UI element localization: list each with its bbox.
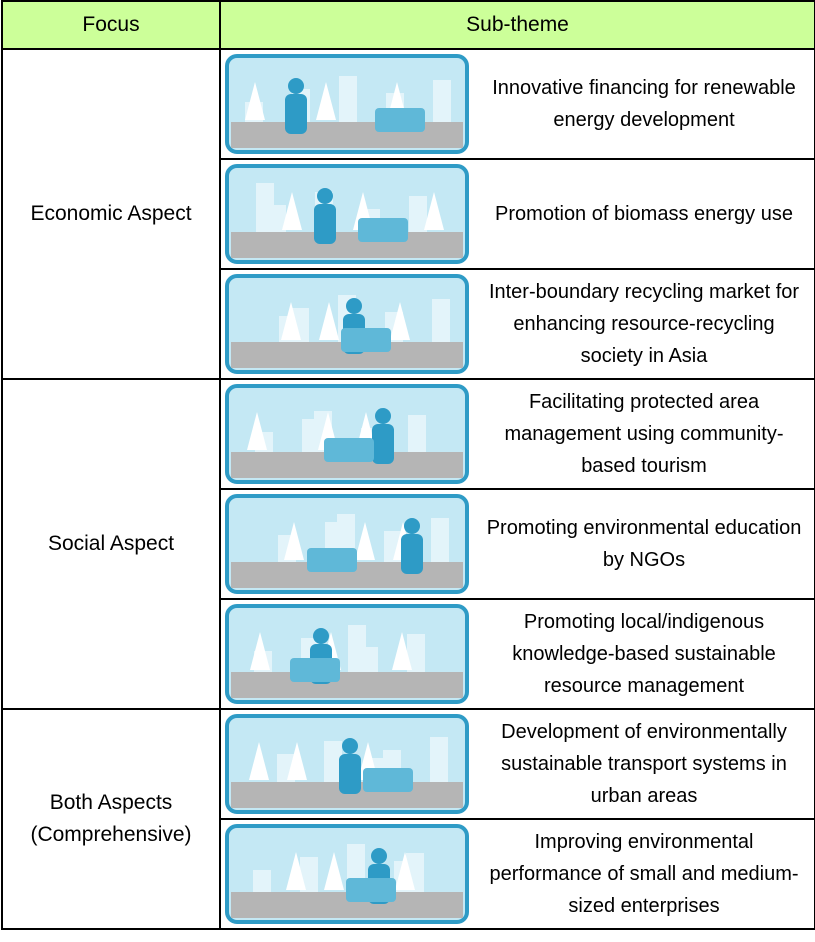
tree xyxy=(324,852,344,890)
figure-head xyxy=(342,738,358,754)
image-cell xyxy=(219,708,474,820)
row: Promoting environmental education by NGO… xyxy=(2,488,815,600)
tree xyxy=(247,412,267,450)
building xyxy=(409,196,427,232)
tree xyxy=(286,852,306,890)
tree xyxy=(392,632,412,670)
row: Social Aspect Facilitating protected area… xyxy=(1,378,815,710)
ground xyxy=(231,672,463,698)
figure xyxy=(314,204,336,244)
tree xyxy=(316,82,336,120)
image-cell xyxy=(219,598,474,710)
object xyxy=(358,218,408,242)
figure-head xyxy=(404,518,420,534)
tree xyxy=(249,742,269,780)
illustration xyxy=(225,714,469,814)
illustration xyxy=(225,54,469,154)
illustration xyxy=(225,384,469,484)
building xyxy=(324,741,342,782)
figure-head xyxy=(317,188,333,204)
building xyxy=(253,870,271,892)
image-cell xyxy=(219,268,474,380)
building xyxy=(256,183,274,232)
tree xyxy=(395,852,415,890)
row: Improving environmental performance of s… xyxy=(2,818,815,930)
figure-head xyxy=(288,78,304,94)
illustration xyxy=(225,824,469,924)
figure-head xyxy=(346,298,362,314)
building xyxy=(407,634,425,672)
focus-cell: Economic Aspect xyxy=(1,48,221,380)
header-row: Focus Sub-theme xyxy=(1,0,815,50)
building xyxy=(430,737,448,782)
tree xyxy=(284,522,304,560)
figure xyxy=(401,534,423,574)
row: Inter-boundary recycling market for enha… xyxy=(2,268,815,380)
focus-cell: Social Aspect xyxy=(1,378,221,710)
row: Economic Aspect Innovative financing for … xyxy=(1,48,815,380)
tree xyxy=(390,302,410,340)
object xyxy=(341,328,391,352)
header-sub-theme: Sub-theme xyxy=(218,0,815,50)
figure xyxy=(339,754,361,794)
sub-theme-cell: Facilitating protected area management u… xyxy=(474,378,815,490)
header-focus: Focus xyxy=(1,0,221,50)
image-cell xyxy=(219,488,474,600)
tree xyxy=(355,522,375,560)
tree xyxy=(281,302,301,340)
sub-theme-cell: Promoting environmental education by NGO… xyxy=(474,488,815,600)
object xyxy=(375,108,425,132)
tree xyxy=(287,742,307,780)
sub-theme-cell: Innovative financing for renewable energ… xyxy=(474,48,815,160)
image-cell xyxy=(219,378,474,490)
object xyxy=(363,768,413,792)
image-cell xyxy=(219,48,474,160)
illustration xyxy=(225,274,469,374)
table-body: Economic Aspect Innovative financing for … xyxy=(1,48,815,930)
building xyxy=(339,76,357,122)
object xyxy=(324,438,374,462)
sub-theme-cell: Inter-boundary recycling market for enha… xyxy=(474,268,815,380)
figure-head xyxy=(313,628,329,644)
object xyxy=(307,548,357,572)
figure-head xyxy=(375,408,391,424)
focus-cell: Both Aspects (Comprehensive) xyxy=(1,708,221,930)
row: Promotion of biomass energy use xyxy=(2,158,815,270)
tree xyxy=(245,82,265,120)
image-cell xyxy=(219,158,474,270)
tree xyxy=(319,302,339,340)
illustration xyxy=(225,494,469,594)
object xyxy=(346,878,396,902)
sub-theme-cell: Promoting local/indigenous knowledge-bas… xyxy=(474,598,815,710)
building xyxy=(302,419,320,452)
building xyxy=(432,299,450,342)
tree xyxy=(282,192,302,230)
building xyxy=(300,857,318,892)
illustration xyxy=(225,164,469,264)
figure xyxy=(372,424,394,464)
tree xyxy=(424,192,444,230)
sub-theme-cell: Improving environmental performance of s… xyxy=(474,818,815,930)
building xyxy=(433,80,451,122)
sub-theme-cell: Promotion of biomass energy use xyxy=(474,158,815,270)
building xyxy=(431,518,449,562)
figure-head xyxy=(371,848,387,864)
image-cell xyxy=(219,818,474,930)
tree xyxy=(250,632,270,670)
building xyxy=(408,415,426,452)
row: Both Aspects (Comprehensive) Development … xyxy=(1,708,815,930)
ground xyxy=(231,232,463,258)
illustration xyxy=(225,604,469,704)
ground xyxy=(231,122,463,148)
object xyxy=(290,658,340,682)
sub-theme-cell: Development of environmentally sustainab… xyxy=(474,708,815,820)
building xyxy=(348,625,366,672)
row: Promoting local/indigenous knowledge-bas… xyxy=(2,598,815,710)
figure xyxy=(285,94,307,134)
